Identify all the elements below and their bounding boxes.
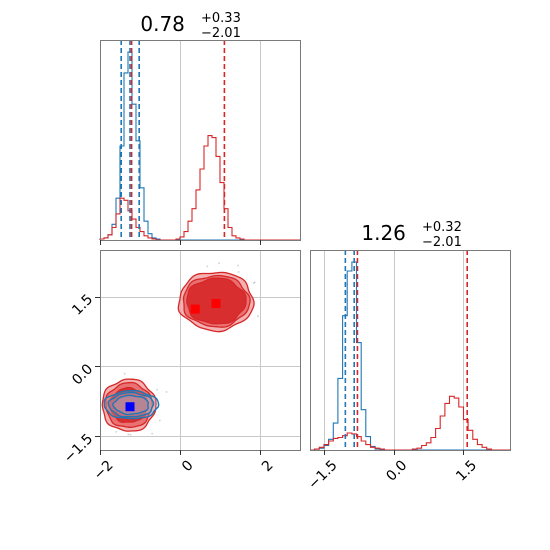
title-param1-upper: +0.33 xyxy=(201,11,241,26)
marker-square-red xyxy=(211,298,221,308)
tick-label-param2-y: 0.0 xyxy=(69,361,96,388)
histogram-param2-blue-step xyxy=(310,261,510,451)
tick-label-param2: 1.5 xyxy=(453,457,480,484)
scatter-point xyxy=(151,432,154,435)
tick-label-param2: −1.5 xyxy=(305,457,340,492)
title-param1-lower: −2.01 xyxy=(201,26,241,41)
scatter-2d-panel: −2 0 2 −1.5 0.0 1.5 xyxy=(61,250,301,483)
tick-label-param2-y: −1.5 xyxy=(61,431,96,466)
marker-square-red xyxy=(190,304,200,314)
histogram-param2-red-step xyxy=(310,395,510,451)
scatter-point xyxy=(237,271,240,273)
histogram-param1-frame xyxy=(100,40,301,241)
scatter-point xyxy=(93,398,95,400)
tick-label-param2: 0.0 xyxy=(383,457,410,484)
scatter-2d-frame xyxy=(100,250,301,451)
scatter-point xyxy=(129,433,132,436)
histogram-param2-frame xyxy=(310,250,511,451)
histogram-param2-panel: −1.5 0.0 1.5 xyxy=(305,250,511,493)
scatter-point xyxy=(94,409,96,411)
marker-square-blue xyxy=(125,402,135,412)
scatter-point xyxy=(115,430,118,433)
tick-label-param1: 2 xyxy=(259,457,277,475)
scatter-point xyxy=(156,388,159,391)
scatter-point xyxy=(165,391,168,393)
scatter-point xyxy=(257,315,259,318)
histogram-param1-panel xyxy=(99,40,301,245)
title-param1-value: 0.78 xyxy=(140,12,185,36)
scatter-point xyxy=(96,392,98,394)
title-param1: 0.78 +0.33 −2.01 xyxy=(140,7,246,41)
title-param2-value: 1.26 xyxy=(361,221,406,245)
title-param2-lower: −2.01 xyxy=(422,235,462,250)
scatter-point xyxy=(158,419,161,422)
title-param2: 1.26 +0.32 −2.01 xyxy=(361,216,467,250)
scatter-point xyxy=(253,281,256,284)
tick-label-param1: 0 xyxy=(179,457,197,475)
scatter-point xyxy=(218,262,220,264)
scatter-point xyxy=(237,264,239,267)
scatter-point xyxy=(123,372,126,375)
tick-label-param1: −2 xyxy=(91,457,117,483)
tick-label-param2-y: 1.5 xyxy=(69,291,96,318)
title-param2-upper: +0.32 xyxy=(422,220,462,235)
scatter-point xyxy=(127,433,130,436)
scatter-point xyxy=(206,265,209,268)
